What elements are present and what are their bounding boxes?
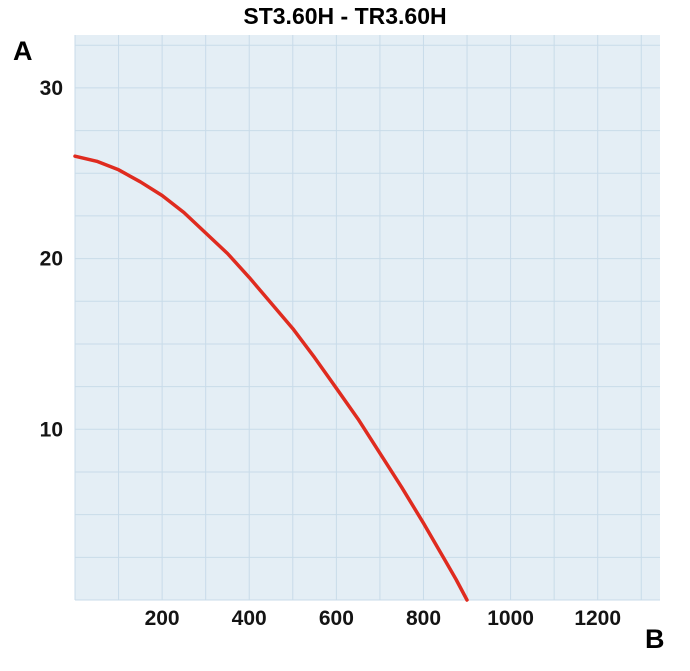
series-curve — [73, 154, 469, 602]
chart-title: ST3.60H - TR3.60H — [243, 3, 447, 29]
y-tick-label: 10 — [40, 418, 63, 441]
y-tick-label: 30 — [40, 77, 63, 100]
y-tick-labels: 10 20 30 — [40, 77, 63, 441]
y-tick-label: 20 — [40, 248, 63, 271]
x-tick-label: 800 — [406, 607, 441, 630]
y-axis-label: A — [13, 36, 33, 66]
x-tick-label: 1000 — [487, 607, 534, 630]
x-axis-label: B — [645, 624, 665, 654]
x-tick-label: 200 — [145, 607, 180, 630]
x-tick-label: 1200 — [574, 607, 621, 630]
plot-area — [75, 35, 660, 600]
x-tick-label: 600 — [319, 607, 354, 630]
x-tick-labels: 200 400 600 800 1000 1200 — [145, 607, 621, 630]
gridlines — [74, 35, 660, 601]
x-tick-label: 400 — [232, 607, 267, 630]
